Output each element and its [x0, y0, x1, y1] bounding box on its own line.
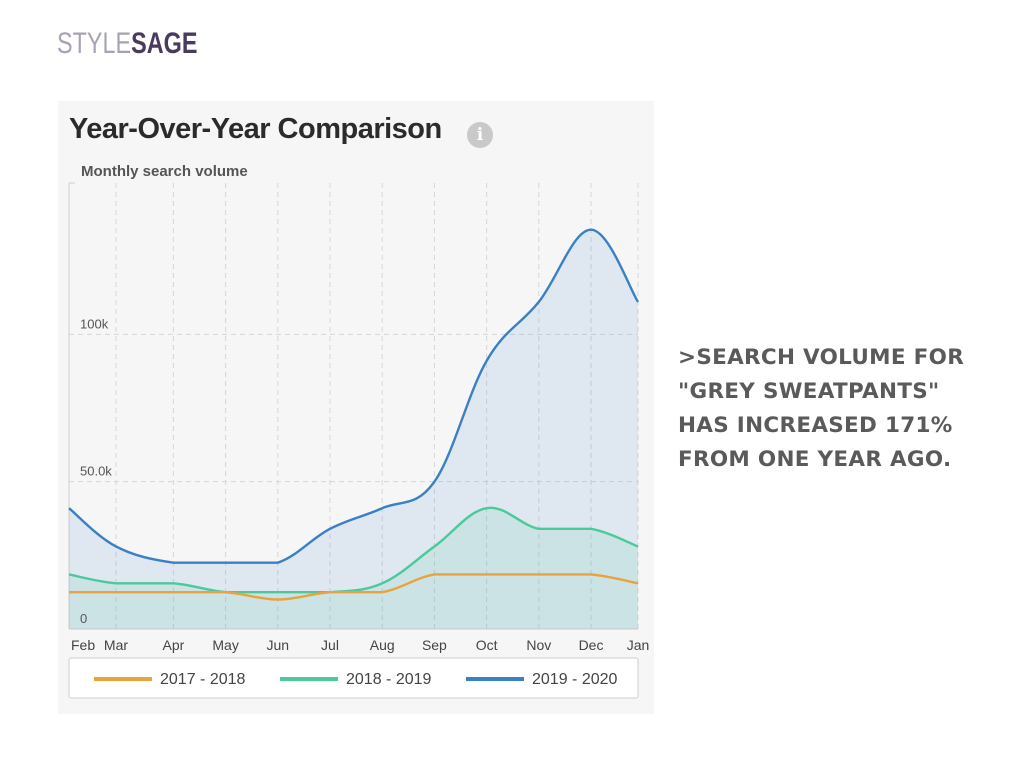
- legend-label: 2017 - 2018: [160, 671, 246, 688]
- series-line-2019-2020: [68, 228, 640, 564]
- y-axis-title: Monthly search volume: [81, 163, 248, 180]
- stylesage-logo: STYLESAGE: [57, 26, 197, 62]
- x-tick-label: Aug: [370, 637, 395, 653]
- x-tick-label: Mar: [104, 637, 128, 653]
- x-tick-label: Dec: [579, 637, 604, 653]
- series-line-2017-2018: [68, 573, 639, 601]
- x-tick-label: Apr: [163, 637, 185, 653]
- legend-box: [68, 657, 639, 699]
- y-tick-label: 50.0k: [80, 464, 112, 479]
- x-tick-label: Sep: [422, 637, 447, 653]
- x-tick-label: Jan: [627, 637, 650, 653]
- info-icon[interactable]: i: [467, 122, 493, 148]
- headline-stat: >SEARCH VOLUME FOR "GREY SWEATPANTS" HAS…: [678, 345, 965, 472]
- chart-title: Year-Over-Year Comparison: [69, 113, 442, 145]
- logo-part-sage: SAGE: [131, 27, 198, 60]
- yoy-line-chart: 0 50.0k 100k Monthly search volume Feb Mar Apr…: [68, 163, 650, 699]
- x-tick-label: Jun: [267, 637, 290, 653]
- area-2018-2019: [69, 507, 638, 629]
- legend-label: 2018 - 2019: [346, 671, 432, 688]
- series-line-2018-2019: [68, 506, 639, 594]
- x-tick-label: Jul: [321, 637, 339, 653]
- chart-card: 0 50.0k 100k Monthly search volume Feb Mar Apr…: [58, 101, 654, 714]
- logo-part-style: STYLE: [57, 27, 132, 60]
- x-tick-label: Oct: [476, 637, 498, 653]
- legend-label: 2019 - 2020: [532, 671, 618, 688]
- y-tick-label: 0: [80, 611, 87, 626]
- x-tick-label: Nov: [526, 637, 551, 653]
- y-tick-label: 100k: [80, 316, 109, 331]
- area-2019-2020: [69, 229, 638, 629]
- x-tick-label: Feb: [71, 637, 95, 653]
- x-tick-label: May: [212, 637, 238, 653]
